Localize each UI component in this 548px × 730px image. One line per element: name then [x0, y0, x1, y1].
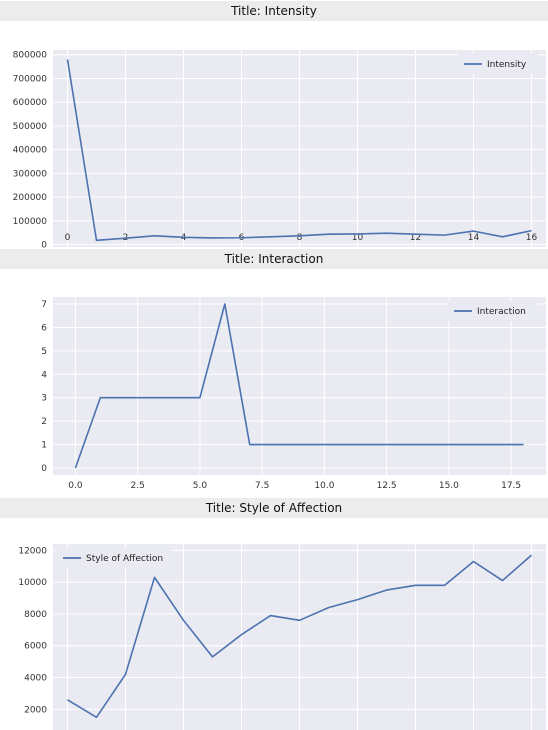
y-tick-label: 0 [41, 241, 47, 249]
x-tick-label: 8 [297, 233, 303, 243]
y-tick-label: 4000 [24, 674, 47, 684]
legend-label: Intensity [487, 60, 527, 70]
x-tick-label: 5.0 [193, 481, 208, 491]
y-tick-label: 400000 [13, 146, 48, 156]
y-tick-label: 200000 [13, 193, 48, 203]
legend-label: Interaction [477, 307, 526, 317]
x-tick-label: 0 [65, 233, 71, 243]
y-tick-label: 1 [41, 441, 47, 451]
y-tick-label: 700000 [13, 74, 48, 84]
chart-3-title: Title: Style of Affection [0, 498, 548, 518]
style-of-affection-chart: 2000 4000 6000 8000 10000 12000 Style of Affec… [18, 544, 546, 730]
x-tick-label: 15.0 [439, 481, 459, 491]
chart-1-title: Title: Intensity [0, 1, 548, 21]
interaction-chart: 0 1 2 3 4 5 6 7 0.0 2.5 5.0 7.5 10.0 12.5 15.0 17.5 Inte… [41, 297, 546, 491]
y-tick-label: 500000 [13, 122, 48, 132]
chart-2-title: Title: Interaction [0, 249, 548, 269]
x-tick-label: 16 [526, 233, 538, 243]
y-tick-label: 300000 [13, 169, 48, 179]
legend-label: Style of Affection [86, 554, 163, 564]
x-tick-label: 12.5 [377, 481, 397, 491]
y-tick-label: 800000 [13, 51, 48, 61]
legend-box [458, 54, 538, 74]
series-line [66, 59, 532, 242]
x-tick-label: 10 [352, 233, 364, 243]
y-tick-label: 7 [41, 300, 47, 310]
x-tick-label: 14 [468, 233, 480, 243]
y-tick-label: 12000 [18, 546, 47, 556]
y-tick-label: 10000 [18, 578, 47, 588]
x-tick-label: 7.5 [255, 481, 269, 491]
plot-area [53, 297, 546, 475]
series-line [74, 303, 524, 469]
y-tick-label: 2000 [24, 705, 47, 715]
legend-box [57, 548, 171, 568]
intensity-chart: 0 100000 200000 300000 400000 500000 600000 700… [13, 50, 546, 249]
y-tick-label: 600000 [13, 98, 48, 108]
y-tick-label: 2 [41, 417, 47, 427]
y-tick-label: 100000 [13, 217, 48, 227]
x-tick-label: 12 [410, 233, 421, 243]
y-tick-label: 0 [41, 464, 47, 474]
x-tick-label: 17.5 [501, 481, 521, 491]
x-tick-label: 10.0 [314, 481, 334, 491]
x-tick-label: 2.5 [130, 481, 144, 491]
y-tick-label: 6 [41, 323, 47, 333]
y-tick-label: 5 [41, 347, 47, 357]
y-tick-label: 8000 [24, 610, 47, 620]
series-line [67, 554, 533, 719]
y-tick-label: 6000 [24, 642, 47, 652]
y-tick-label: 4 [41, 370, 47, 380]
y-tick-label: 3 [41, 394, 47, 404]
legend-box [448, 301, 538, 321]
x-tick-label: 0.0 [68, 481, 83, 491]
